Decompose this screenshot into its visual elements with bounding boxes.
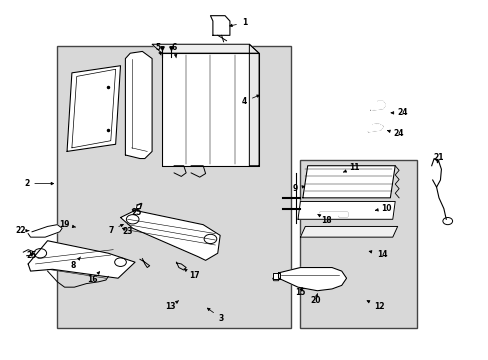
Polygon shape	[28, 241, 135, 278]
Text: 5: 5	[155, 43, 161, 55]
Text: 22: 22	[16, 226, 29, 235]
Text: 14: 14	[368, 250, 386, 259]
Polygon shape	[120, 210, 220, 260]
Text: 2: 2	[24, 179, 54, 188]
Text: 10: 10	[375, 204, 391, 213]
Polygon shape	[28, 225, 62, 237]
Text: 24: 24	[386, 129, 403, 138]
Text: 11: 11	[343, 163, 359, 172]
Polygon shape	[210, 16, 229, 35]
Bar	[57, 46, 290, 328]
Polygon shape	[249, 44, 259, 166]
Text: 9: 9	[292, 184, 304, 193]
Text: 21: 21	[433, 153, 443, 163]
Polygon shape	[135, 203, 141, 210]
Text: 8: 8	[71, 257, 81, 270]
Polygon shape	[152, 44, 259, 53]
Polygon shape	[370, 102, 385, 111]
Text: 17: 17	[183, 269, 199, 280]
Text: 12: 12	[366, 301, 384, 311]
Text: 1: 1	[229, 18, 246, 27]
Text: 18: 18	[317, 214, 331, 225]
Polygon shape	[297, 202, 394, 219]
Polygon shape	[67, 66, 120, 152]
Polygon shape	[125, 51, 152, 158]
Text: 24: 24	[390, 108, 407, 117]
Text: 25: 25	[27, 251, 37, 260]
Polygon shape	[278, 267, 346, 291]
Text: 6: 6	[171, 43, 177, 58]
Polygon shape	[368, 124, 382, 132]
Text: 16: 16	[87, 272, 100, 284]
Polygon shape	[162, 53, 259, 166]
Text: 3: 3	[207, 308, 224, 323]
Polygon shape	[319, 212, 346, 216]
Text: 7: 7	[108, 224, 123, 234]
Polygon shape	[300, 226, 397, 237]
Text: 15: 15	[295, 288, 305, 297]
Bar	[300, 160, 416, 328]
Text: 19: 19	[59, 220, 75, 229]
Polygon shape	[272, 273, 279, 279]
Text: 13: 13	[165, 301, 178, 311]
Polygon shape	[302, 166, 394, 198]
Text: 4: 4	[242, 95, 259, 106]
Text: 23: 23	[122, 226, 133, 235]
Text: 25: 25	[131, 208, 142, 217]
Text: 20: 20	[310, 293, 321, 305]
